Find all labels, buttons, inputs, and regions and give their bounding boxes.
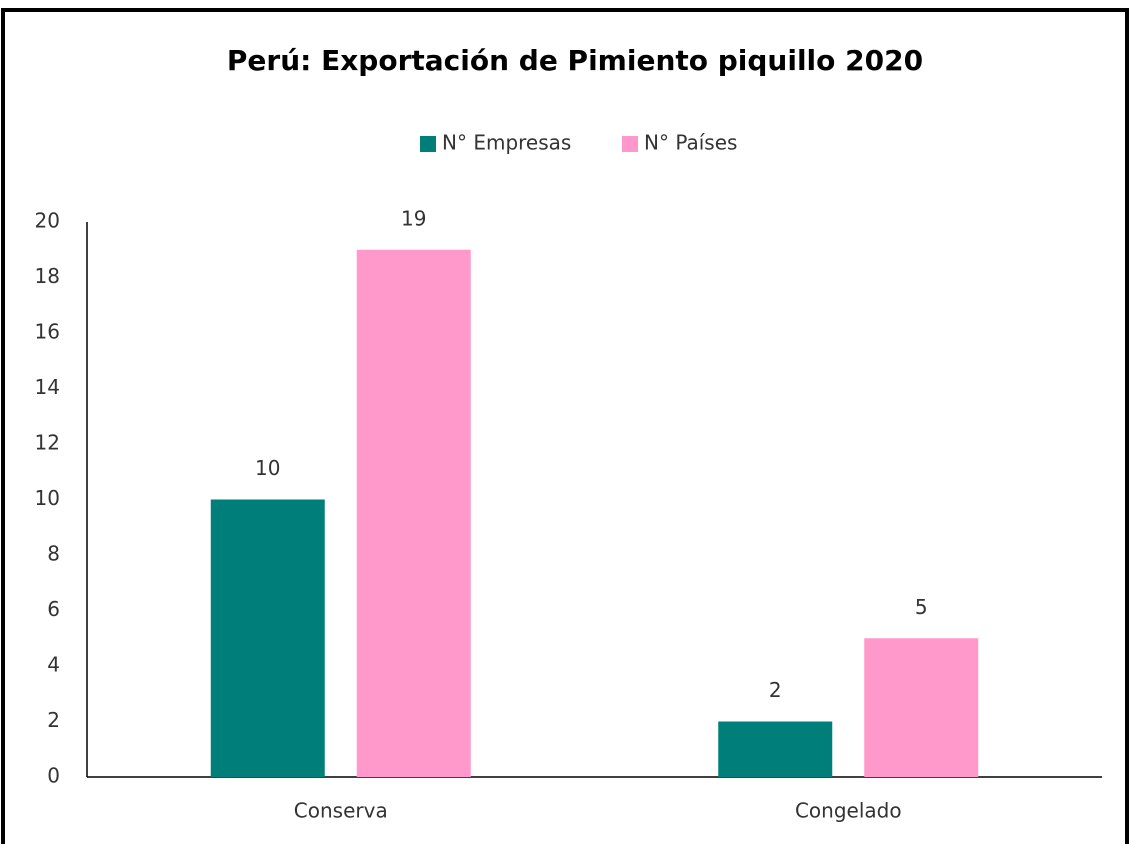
y-tick-label: 4 xyxy=(47,653,60,677)
bar xyxy=(864,638,979,777)
y-tick-label: 14 xyxy=(35,375,60,399)
y-tick-label: 0 xyxy=(47,764,60,788)
y-tick-label: 8 xyxy=(47,542,60,566)
data-label: 19 xyxy=(401,206,426,230)
legend-swatch xyxy=(622,136,638,152)
bar xyxy=(718,721,833,777)
y-tick-label: 20 xyxy=(35,209,60,233)
data-label: 5 xyxy=(915,595,928,619)
y-tick-label: 12 xyxy=(35,431,60,455)
data-label: 2 xyxy=(769,678,782,702)
y-tick-label: 6 xyxy=(47,597,60,621)
chart-title: Perú: Exportación de Pimiento piquillo 2… xyxy=(227,44,923,77)
bar xyxy=(356,249,471,777)
y-tick-label: 10 xyxy=(35,486,60,510)
y-tick-label: 16 xyxy=(35,320,60,344)
x-tick-label: Congelado xyxy=(795,799,902,823)
data-label: 10 xyxy=(255,456,280,480)
y-tick-label: 2 xyxy=(47,708,60,732)
x-tick-label: Conserva xyxy=(294,799,388,823)
legend-label: N° Países xyxy=(644,131,737,155)
legend-swatch xyxy=(420,136,436,152)
legend-label: N° Empresas xyxy=(442,131,571,155)
bar xyxy=(210,499,325,777)
y-tick-label: 18 xyxy=(35,264,60,288)
